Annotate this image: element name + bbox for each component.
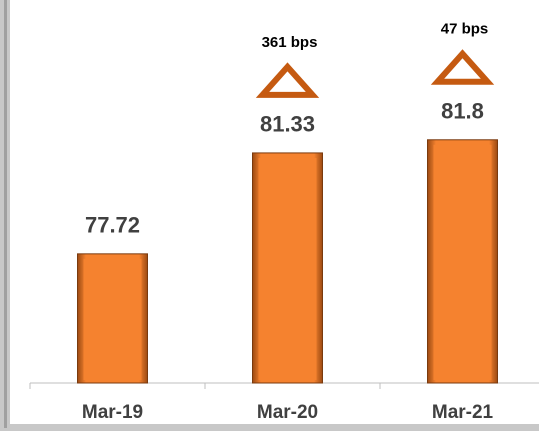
- x-tick-label: Mar-19: [82, 402, 143, 423]
- value-label: 77.72: [85, 213, 140, 238]
- value-label: 81.33: [260, 112, 315, 137]
- annotation: 47 bps: [441, 21, 489, 38]
- x-tick-label: Mar-20: [257, 402, 318, 423]
- bar-face: [258, 157, 317, 380]
- bar-face: [83, 258, 142, 380]
- x-tick-label: Mar-21: [432, 402, 494, 423]
- bar-face: [433, 144, 492, 380]
- frame-edge: [4, 0, 7, 428]
- delta-triangle: [430, 49, 495, 85]
- delta-triangle: [255, 62, 320, 98]
- frame-bottom: [0, 424, 539, 431]
- annotation: 361 bps: [262, 34, 318, 51]
- value-label: 81.8: [441, 99, 484, 124]
